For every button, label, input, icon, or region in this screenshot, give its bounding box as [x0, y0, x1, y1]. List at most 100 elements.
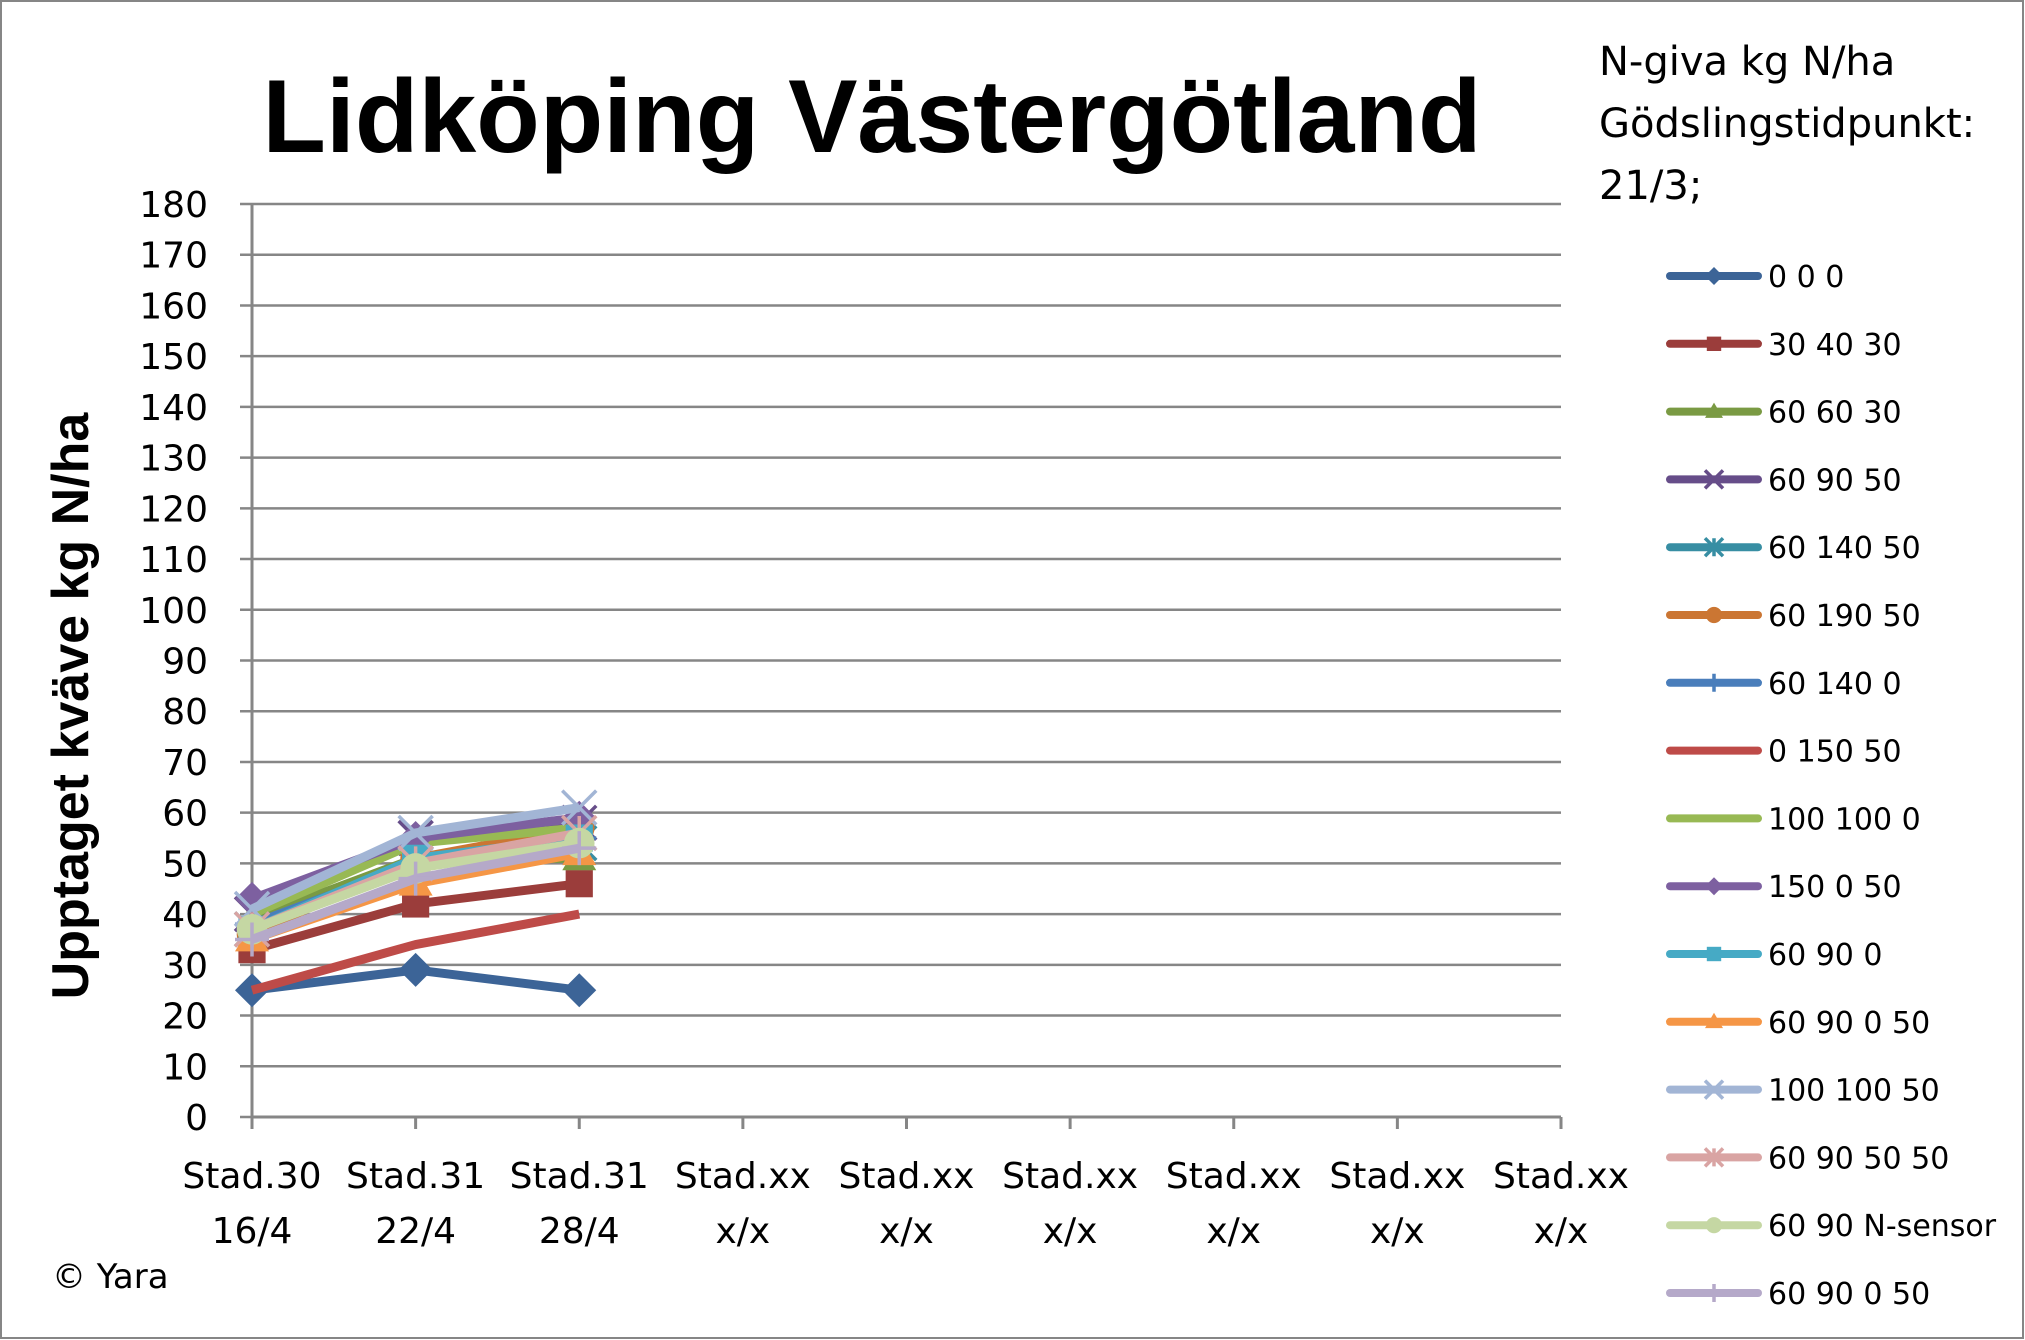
- legend-title: 21/3;: [1599, 163, 1702, 209]
- data-point-x: [397, 814, 434, 852]
- data-point-square: [565, 870, 593, 898]
- data-point-diamond: [562, 973, 597, 1008]
- data-point-star: [1703, 536, 1725, 558]
- data-point-triangle: [1705, 1012, 1723, 1029]
- y-axis-label: Upptaget kväve kg N/ha: [42, 412, 100, 1000]
- legend-label: 60 90 N-sensor: [1768, 1209, 1997, 1244]
- y-tick-label: 30: [162, 946, 208, 987]
- legend-item[interactable]: 100 100 0: [1666, 802, 1921, 837]
- y-tick-label: 110: [139, 540, 208, 581]
- y-tick-label: 100: [139, 591, 208, 632]
- legend-item[interactable]: 60 140 50: [1666, 531, 1921, 566]
- legend-label: 60 90 0 50: [1768, 1006, 1930, 1041]
- data-point-x: [561, 789, 598, 826]
- legend-item[interactable]: 60 190 50: [1666, 599, 1921, 634]
- legend-item[interactable]: 0 150 50: [1666, 735, 1902, 770]
- y-tick-label: 40: [162, 895, 208, 936]
- data-point-plus: [235, 922, 269, 957]
- y-tick-label: 140: [139, 388, 208, 429]
- data-point-plus: [1705, 673, 1723, 692]
- x-tick-label-date: x/x: [1370, 1211, 1425, 1252]
- legend-label: 0 0 0: [1768, 260, 1844, 295]
- x-tick-label-date: x/x: [1534, 1211, 1589, 1252]
- legend-item[interactable]: 60 60 30: [1666, 396, 1902, 431]
- data-point-triangle: [1705, 402, 1723, 418]
- legend-item[interactable]: 60 90 50 50: [1666, 1141, 1949, 1176]
- x-tick-label: Stad.xx: [675, 1156, 811, 1197]
- legend-item[interactable]: 60 140 0: [1666, 667, 1902, 702]
- y-tick-label: 170: [139, 236, 208, 277]
- data-point-diamond: [1705, 877, 1723, 896]
- legend-label: 100 100 0: [1768, 802, 1921, 837]
- legend-item[interactable]: 30 40 30: [1666, 328, 1902, 363]
- data-point-square: [1706, 336, 1722, 351]
- x-tick-label-date: x/x: [1043, 1211, 1098, 1252]
- data-point-x: [1703, 1079, 1725, 1100]
- data-point-plus: [1705, 1284, 1723, 1302]
- x-tick-label-date: 28/4: [539, 1211, 620, 1252]
- legend-label: 30 40 30: [1768, 328, 1902, 363]
- series-100-100-50: [233, 789, 598, 928]
- data-point-plus: [398, 861, 433, 896]
- y-tick-label: 20: [162, 997, 208, 1038]
- legend-label: 60 190 50: [1768, 599, 1921, 634]
- legend-label: 60 90 0 50: [1768, 1277, 1930, 1312]
- legend-label: 60 90 50: [1768, 463, 1902, 498]
- x-tick-label-date: x/x: [1206, 1211, 1261, 1252]
- x-tick-label: Stad.xx: [1329, 1156, 1465, 1197]
- legend-label: 60 90 50 50: [1768, 1141, 1949, 1176]
- legend-item[interactable]: 150 0 50: [1666, 870, 1902, 905]
- data-point-x: [1703, 469, 1725, 490]
- data-point-circle: [1705, 1217, 1723, 1234]
- data-point-plus: [562, 831, 597, 866]
- y-tick-label: 150: [139, 337, 208, 378]
- y-tick-label: 160: [139, 286, 208, 327]
- y-tick-label: 10: [162, 1047, 208, 1088]
- y-tick-label: 120: [139, 489, 208, 530]
- y-tick-label: 70: [162, 743, 208, 784]
- data-point-circle: [1705, 606, 1723, 624]
- legend-item[interactable]: 60 90 0 50: [1666, 1277, 1930, 1312]
- legend-label: 150 0 50: [1768, 870, 1902, 905]
- x-tick-label-date: 16/4: [212, 1211, 293, 1252]
- x-tick-label: Stad.xx: [839, 1156, 975, 1197]
- data-point-star: [1703, 1147, 1725, 1168]
- data-point-square: [1706, 946, 1722, 962]
- legend-label: 100 100 50: [1768, 1074, 1940, 1109]
- legend-label: 60 90 0: [1768, 938, 1883, 973]
- legend-label: 60 60 30: [1768, 396, 1902, 431]
- legend-title: N-giva kg N/ha: [1599, 39, 1895, 85]
- legend-label: 60 140 0: [1768, 667, 1902, 702]
- y-tick-label: 130: [139, 439, 208, 480]
- data-point-diamond: [398, 952, 433, 987]
- y-tick-label: 180: [139, 185, 208, 226]
- legend-item[interactable]: 60 90 0: [1666, 938, 1883, 973]
- x-tick-label: Stad.31: [346, 1156, 485, 1197]
- x-tick-label-date: 22/4: [375, 1211, 456, 1252]
- y-tick-label: 0: [185, 1098, 208, 1139]
- y-tick-label: 80: [162, 692, 208, 733]
- legend-item[interactable]: 60 90 0 50: [1666, 1006, 1930, 1041]
- x-tick-label: Stad.xx: [1166, 1156, 1302, 1197]
- y-tick-label: 60: [162, 794, 208, 835]
- y-tick-label: 50: [162, 844, 208, 885]
- legend-item[interactable]: 100 100 50: [1666, 1074, 1940, 1109]
- x-tick-label-date: x/x: [716, 1211, 771, 1252]
- x-tick-label: Stad.xx: [1002, 1156, 1138, 1197]
- x-tick-label: Stad.31: [510, 1156, 649, 1197]
- chart-title: Lidköping Västergötland: [262, 59, 1481, 175]
- legend-label: 60 140 50: [1768, 531, 1921, 566]
- legend-item[interactable]: 60 90 50: [1666, 463, 1902, 498]
- series-60-90-0-50: [235, 831, 597, 957]
- x-tick-label: Stad.xx: [1493, 1156, 1629, 1197]
- legend-item[interactable]: 60 90 N-sensor: [1666, 1209, 1997, 1244]
- series-0-150-50: [250, 909, 581, 995]
- data-point-diamond: [1705, 267, 1723, 285]
- legend-title: Gödslingstidpunkt:: [1599, 101, 1975, 147]
- legend-item[interactable]: 0 0 0: [1666, 260, 1844, 295]
- y-tick-label: 90: [162, 642, 208, 683]
- legend-label: 0 150 50: [1768, 735, 1902, 770]
